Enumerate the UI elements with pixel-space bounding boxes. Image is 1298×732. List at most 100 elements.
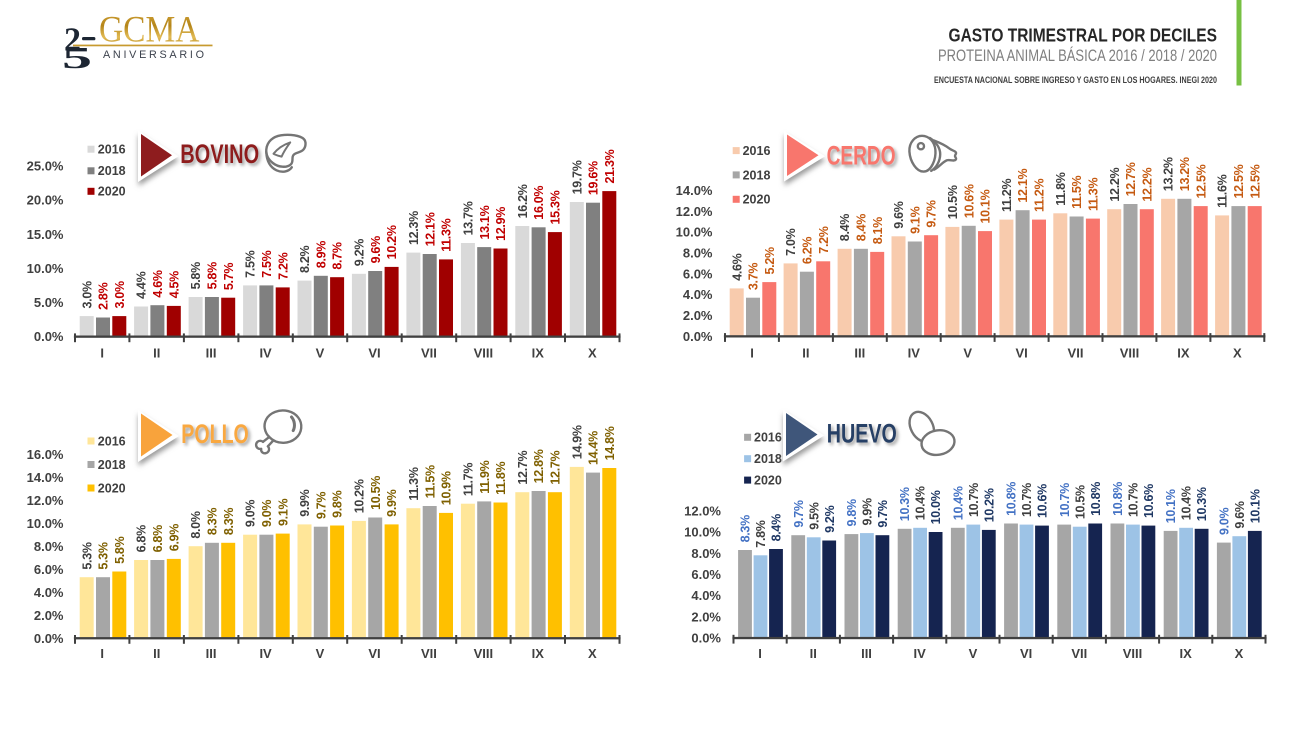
svg-text:10.7%: 10.7%: [967, 483, 981, 517]
svg-text:12.1%: 12.1%: [423, 212, 437, 246]
svg-text:8.3%: 8.3%: [222, 508, 236, 535]
svg-text:III: III: [861, 646, 872, 661]
svg-text:2018: 2018: [98, 458, 126, 472]
svg-text:CERDO: CERDO: [827, 141, 896, 171]
svg-text:11.2%: 11.2%: [1000, 179, 1014, 212]
svg-text:IX: IX: [1177, 346, 1190, 361]
svg-text:2020: 2020: [743, 193, 771, 207]
svg-text:9.1%: 9.1%: [276, 499, 290, 526]
svg-text:3.0%: 3.0%: [113, 281, 127, 308]
svg-text:7.2%: 7.2%: [276, 252, 290, 279]
svg-text:VIII: VIII: [474, 646, 494, 661]
svg-text:9.7%: 9.7%: [314, 492, 328, 519]
svg-text:8.4%: 8.4%: [855, 214, 869, 241]
svg-text:IV: IV: [914, 646, 927, 661]
svg-text:13.2%: 13.2%: [1162, 157, 1176, 191]
svg-text:12.8%: 12.8%: [532, 449, 546, 483]
svg-text:14.8%: 14.8%: [603, 426, 617, 460]
svg-text:19.7%: 19.7%: [570, 160, 584, 194]
svg-text:12.0%: 12.0%: [684, 503, 721, 518]
svg-text:9.8%: 9.8%: [331, 490, 345, 517]
svg-text:12.1%: 12.1%: [1016, 168, 1030, 202]
svg-text:ANIVERSARIO: ANIVERSARIO: [103, 49, 208, 61]
svg-text:9.8%: 9.8%: [845, 499, 859, 526]
svg-text:5.3%: 5.3%: [80, 542, 94, 569]
svg-text:I: I: [100, 346, 104, 361]
svg-text:10.2%: 10.2%: [982, 488, 996, 522]
svg-text:4.6%: 4.6%: [730, 253, 744, 280]
svg-text:2018: 2018: [743, 168, 771, 182]
svg-text:9.9%: 9.9%: [385, 489, 399, 516]
svg-text:8.3%: 8.3%: [739, 515, 753, 542]
svg-text:POLLO: POLLO: [181, 419, 249, 449]
svg-text:2016: 2016: [743, 144, 771, 158]
svg-text:III: III: [206, 346, 217, 361]
svg-text:16.0%: 16.0%: [27, 447, 64, 462]
svg-text:5.8%: 5.8%: [206, 262, 220, 289]
svg-text:ENCUESTA NACIONAL SOBRE INGRES: ENCUESTA NACIONAL SOBRE INGRESO Y GASTO …: [934, 75, 1217, 85]
svg-text:5.3%: 5.3%: [97, 542, 111, 569]
svg-text:8.4%: 8.4%: [838, 214, 852, 241]
svg-text:10.4%: 10.4%: [951, 486, 965, 520]
svg-text:10.1%: 10.1%: [1248, 489, 1262, 523]
svg-text:2.0%: 2.0%: [683, 308, 713, 323]
svg-text:5.8%: 5.8%: [189, 262, 203, 289]
svg-text:9.7%: 9.7%: [876, 500, 890, 527]
svg-text:10.6%: 10.6%: [1142, 484, 1156, 518]
svg-text:IX: IX: [532, 646, 545, 661]
svg-text:4.5%: 4.5%: [167, 271, 181, 298]
svg-text:13.1%: 13.1%: [478, 205, 492, 239]
svg-text:2.0%: 2.0%: [691, 609, 721, 624]
svg-text:6.0%: 6.0%: [691, 567, 721, 582]
svg-text:III: III: [206, 646, 217, 661]
svg-text:11.6%: 11.6%: [1216, 174, 1230, 207]
svg-text:12.7%: 12.7%: [549, 450, 563, 484]
svg-text:4.0%: 4.0%: [691, 588, 721, 603]
svg-text:11.8%: 11.8%: [1054, 172, 1068, 205]
svg-text:20.0%: 20.0%: [27, 193, 64, 208]
svg-text:10.5%: 10.5%: [1073, 485, 1087, 519]
svg-text:8.9%: 8.9%: [314, 241, 328, 268]
svg-text:14.0%: 14.0%: [27, 470, 64, 485]
svg-text:VI: VI: [1015, 346, 1027, 361]
svg-text:10.0%: 10.0%: [684, 525, 721, 540]
svg-text:VIII: VIII: [1123, 646, 1143, 661]
svg-text:9.7%: 9.7%: [792, 500, 806, 527]
svg-text:8.0%: 8.0%: [189, 511, 203, 538]
svg-text:10.3%: 10.3%: [898, 487, 912, 521]
svg-text:IX: IX: [1180, 646, 1193, 661]
svg-text:8.1%: 8.1%: [871, 217, 885, 244]
svg-text:9.5%: 9.5%: [807, 502, 821, 529]
svg-text:2020: 2020: [98, 481, 126, 495]
svg-text:VI: VI: [368, 646, 380, 661]
svg-text:8.2%: 8.2%: [298, 246, 312, 273]
svg-text:10.1%: 10.1%: [1164, 489, 1178, 523]
svg-text:11.8%: 11.8%: [494, 461, 508, 494]
svg-text:V: V: [316, 346, 325, 361]
svg-text:9.0%: 9.0%: [244, 500, 258, 527]
svg-text:VIII: VIII: [474, 346, 494, 361]
svg-text:GASTO TRIMESTRAL POR DECILES: GASTO TRIMESTRAL POR DECILES: [949, 25, 1218, 46]
svg-text:10.7%: 10.7%: [1127, 483, 1141, 517]
svg-text:2: 2: [64, 21, 81, 58]
svg-text:4.6%: 4.6%: [151, 270, 165, 297]
svg-text:6.8%: 6.8%: [151, 525, 165, 552]
svg-text:9.7%: 9.7%: [925, 200, 939, 227]
svg-text:II: II: [802, 346, 809, 361]
svg-text:0.0%: 0.0%: [683, 329, 713, 344]
svg-text:X: X: [1235, 646, 1244, 661]
svg-text:9.6%: 9.6%: [1233, 501, 1247, 528]
svg-text:8.0%: 8.0%: [691, 546, 721, 561]
svg-text:10.7%: 10.7%: [1020, 483, 1034, 517]
svg-text:10.8%: 10.8%: [1089, 482, 1103, 516]
svg-text:12.5%: 12.5%: [1194, 164, 1208, 198]
svg-text:VI: VI: [368, 346, 380, 361]
svg-text:9.2%: 9.2%: [353, 239, 367, 266]
svg-text:10.0%: 10.0%: [929, 490, 943, 524]
svg-text:10.0%: 10.0%: [676, 225, 713, 240]
svg-text:GCMA: GCMA: [99, 9, 200, 50]
svg-text:12.2%: 12.2%: [1140, 167, 1154, 201]
svg-text:4.4%: 4.4%: [135, 271, 149, 298]
svg-text:BOVINO: BOVINO: [180, 139, 259, 169]
svg-text:10.5%: 10.5%: [946, 185, 960, 219]
